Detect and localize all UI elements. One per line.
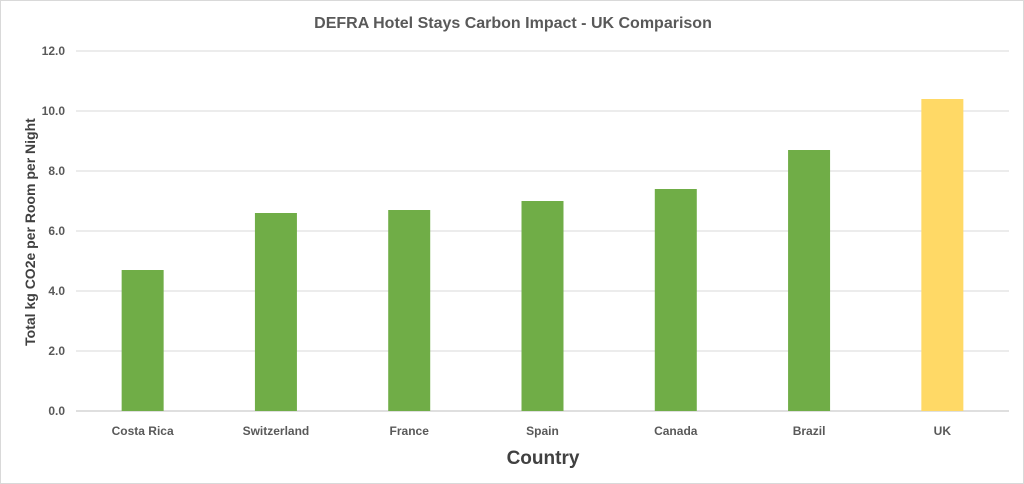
bar-switzerland [254,213,297,411]
x-tick-label: France [390,424,430,438]
y-axis-title: Total kg CO2e per Room per Night [22,118,38,346]
y-tick-label: 6.0 [48,224,65,238]
x-tick-label: Costa Rica [112,424,174,438]
x-tick-label: UK [934,424,952,438]
y-tick-label: 12.0 [42,44,66,58]
y-tick-label: 10.0 [42,104,66,118]
bar-spain [521,201,564,411]
y-tick-label: 8.0 [48,164,65,178]
y-tick-label: 0.0 [48,404,65,418]
y-tick-label: 2.0 [48,344,65,358]
bar-costa-rica [121,270,164,411]
x-tick-label: Canada [654,424,698,438]
x-axis-ticks: Costa Rica Switzerland France Spain Canada Br… [112,424,952,438]
x-tick-label: Spain [526,424,559,438]
bar-france [388,210,431,411]
bar-brazil [788,150,831,411]
x-tick-label: Brazil [793,424,826,438]
bar-canada [654,189,697,411]
y-tick-label: 4.0 [48,284,65,298]
bar-uk [921,99,964,411]
x-axis-title: Country [507,448,580,469]
bars [121,99,964,411]
x-tick-label: Switzerland [243,424,310,438]
y-axis-ticks: 0.0 2.0 4.0 6.0 8.0 10.0 12.0 [42,44,66,418]
chart-title: DEFRA Hotel Stays Carbon Impact - UK Com… [314,15,712,32]
